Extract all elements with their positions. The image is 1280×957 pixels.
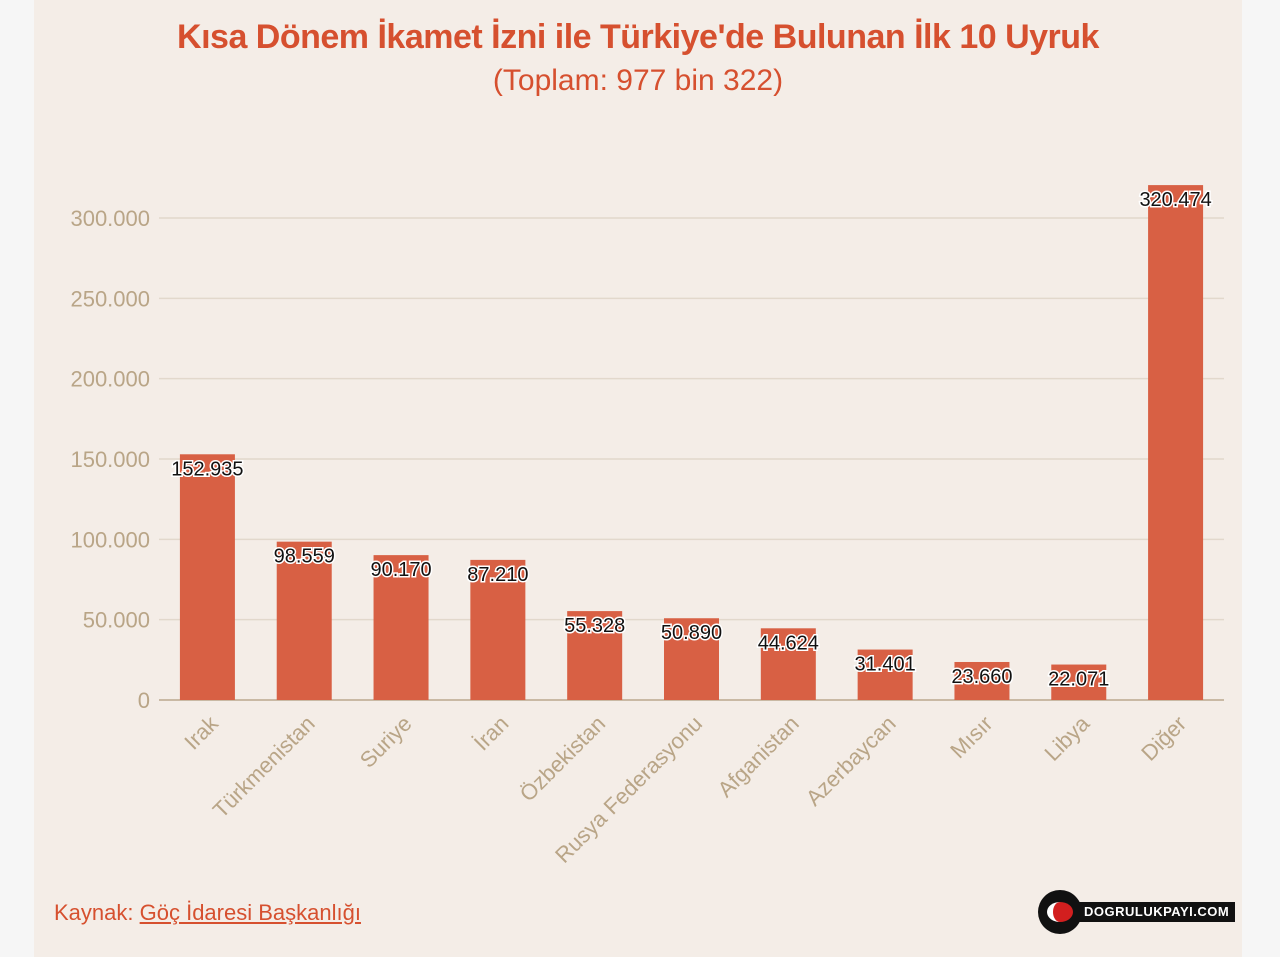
bars <box>179 185 1204 700</box>
bar-0 <box>179 454 235 700</box>
source-prefix: Kaynak: <box>54 900 134 925</box>
bar-7 <box>857 649 913 700</box>
x-tick-label: Azerbaycan <box>801 711 901 811</box>
bar-2 <box>373 555 429 700</box>
chart-card: Kısa Dönem İkamet İzni ile Türkiye'de Bu… <box>34 0 1242 957</box>
bar-chart: 0 50.000 100.000 150.000 200.000 250.000 300.0… <box>70 185 1224 868</box>
chart-title: Kısa Dönem İkamet İzni ile Türkiye'de Bu… <box>177 18 1099 56</box>
x-tick-label: İran <box>469 711 513 755</box>
dogrulukpayi-logo[interactable]: DOGRULUKPAYI.COM <box>1038 890 1244 934</box>
x-tick-label: Libya <box>1039 710 1094 765</box>
data-label: 98.559 <box>274 546 335 568</box>
y-tick-label: 250.000 <box>70 286 150 311</box>
source-note: Kaynak: Göç İdaresi Başkanlığı <box>54 900 361 926</box>
y-tick-label: 300.000 <box>70 206 150 231</box>
y-tick-label: 0 <box>138 688 150 713</box>
y-tick-label: 50.000 <box>83 608 150 633</box>
bar-1 <box>276 541 332 700</box>
bar-6 <box>760 628 816 700</box>
data-label: 50.890 <box>661 622 722 644</box>
bar-4 <box>567 611 623 700</box>
logo-mark-icon <box>1038 890 1082 934</box>
x-tick-label: Diğer <box>1136 711 1191 766</box>
bar-9 <box>1051 664 1107 700</box>
x-tick-label: Özbekistan <box>515 711 611 807</box>
bar-10 <box>1148 185 1204 700</box>
data-label: 23.660 <box>951 666 1012 688</box>
y-axis-ticks: 0 50.000 100.000 150.000 200.000 250.000 300.0… <box>70 206 150 713</box>
bar-8 <box>954 661 1010 700</box>
data-label: 31.401 <box>855 654 916 676</box>
x-tick-label: Irak <box>179 710 223 754</box>
x-tick-label: Mısır <box>945 711 997 763</box>
data-label: 22.071 <box>1048 669 1109 691</box>
y-tick-label: 200.000 <box>70 367 150 392</box>
bar-5 <box>664 618 719 700</box>
source-link[interactable]: Göç İdaresi Başkanlığı <box>139 900 361 925</box>
x-tick-label: Suriye <box>355 711 417 773</box>
data-label: 90.170 <box>370 559 431 581</box>
data-label: 87.210 <box>467 564 528 586</box>
data-label: 152.935 <box>171 458 243 480</box>
y-tick-label: 100.000 <box>70 527 150 552</box>
logo-text: DOGRULUKPAYI.COM <box>1078 902 1236 922</box>
data-label: 55.328 <box>564 615 625 637</box>
data-labels: 152.935 98.559 90.170 87.210 55.328 50.890 44.… <box>170 188 1213 692</box>
chart-subtitle: (Toplam: 977 bin 322) <box>492 64 784 97</box>
data-label: 44.624 <box>758 632 819 654</box>
bar-3 <box>470 559 526 700</box>
y-tick-label: 150.000 <box>70 447 150 472</box>
x-tick-label: Türkmenistan <box>208 711 320 823</box>
x-tick-label: Afganistan <box>713 711 804 802</box>
data-label: 320.474 <box>1139 189 1211 211</box>
